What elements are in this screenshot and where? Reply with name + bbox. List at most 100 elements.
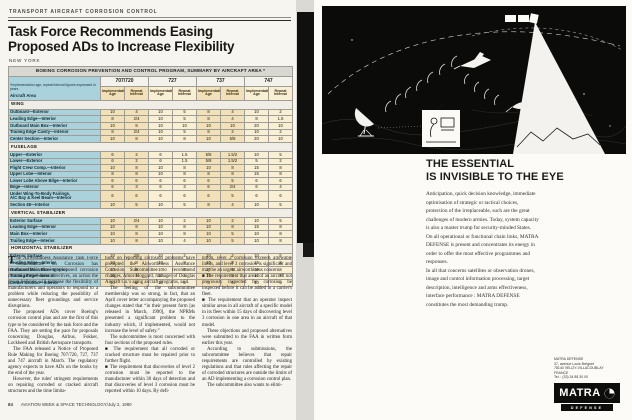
aircraft-area-label: Lower—Exterior xyxy=(8,157,101,166)
ad-address-line: FRANCE xyxy=(554,370,569,375)
table-cell-value: 10 xyxy=(148,135,173,143)
group-header-747: 747 xyxy=(244,76,293,88)
table-row: Center Section—Interior 10 5 10 5 8 4 10 5 xyxy=(8,279,293,287)
orbit-arc xyxy=(327,31,621,95)
table-cell-value: 6 xyxy=(100,190,125,203)
headline-line1: Task Force Recommends Easing xyxy=(8,24,213,39)
radar-dish-icon xyxy=(354,108,374,137)
table-cell-value: 8 xyxy=(196,170,221,179)
table-cell-value: 5 xyxy=(172,108,197,117)
table-cell-value: 8 xyxy=(268,164,293,172)
table-cell-value: 6 xyxy=(100,177,125,185)
table-row: Exterior Surface 10 2/5 10 2 10 2 10 5 xyxy=(8,252,293,261)
article-paragraph: The proposed ADs cover Boeing's corrosio… xyxy=(8,310,98,346)
ad-address-line: 37, avenue Louis Bréguet xyxy=(554,361,594,366)
table-cell-value: 5 xyxy=(172,115,197,123)
table-cell-value: 5 xyxy=(220,230,245,239)
table-cell-value: 8 xyxy=(196,201,221,210)
aircraft-area-label: Under Wing-To-Body Fairings, A/C Bay & K… xyxy=(8,190,101,203)
table-cell-value: 10 xyxy=(268,121,293,130)
ad-address-line: 78140 VELIZY-VILLACOUBLAY xyxy=(554,366,604,370)
table-row: Center Section—Interior 10 8 10 8 10 5/8 20 10 xyxy=(8,135,293,143)
missile-icon xyxy=(505,101,532,113)
table-cell-value: 10 xyxy=(100,230,125,239)
table-cell-value: 10 xyxy=(148,217,173,225)
table-section-bar: HORIZONTAL STABILIZER xyxy=(8,243,293,254)
table-section-bar: WING xyxy=(8,99,293,110)
table-cell-value: 15 xyxy=(244,223,269,232)
table-cell-value: 5 xyxy=(244,157,269,166)
ad-paragraph: In all that concerns satellites or obser… xyxy=(426,267,535,308)
ad-illustration xyxy=(321,6,627,154)
table-row: Trailing Edge Cavity—Interior 8 2/4 10 5 8 2 10… xyxy=(8,128,293,137)
article-paragraph: The subcommittee also wants to elimi- xyxy=(207,382,283,388)
table-cell-value: 10 xyxy=(244,150,269,159)
table-cell-value: 20 xyxy=(244,135,269,143)
ad-paragraph: On all operational or functional chain l… xyxy=(426,233,539,266)
table-section-bar: FUSELAGE xyxy=(8,141,293,152)
table-cell-value: 8 xyxy=(100,170,125,179)
table-cell-value: 10 xyxy=(100,164,125,172)
article-paragraph: The subcommittee is most concerned with … xyxy=(105,334,195,346)
table-cell-value: 1.5/2 xyxy=(220,150,245,159)
table-cell-value: 1.5 xyxy=(172,157,197,166)
table-cell-value: 6 xyxy=(196,183,221,192)
terrain-in-beam xyxy=(516,127,601,148)
aircraft-area-label: Outboard—Exterior xyxy=(8,108,101,117)
ad-body-copy: Anticipation, quick decision knowledge, … xyxy=(426,190,540,309)
article-column-1: The Airworthiness Assurance Task Force S… xyxy=(8,256,98,398)
subheader: Implementation Age xyxy=(196,86,221,101)
table-cell-value: 10 xyxy=(196,164,221,172)
section-kicker: TRANSPORT AIRCRAFT CORROSION CONTROL xyxy=(9,9,158,15)
table-cell-value: 10 xyxy=(148,115,173,123)
table-cell-value: 6 xyxy=(148,157,173,166)
table-cell-value: 10 xyxy=(244,201,269,210)
table-row: Main Box—Interior 10 8 10 8 10 5 10 8 xyxy=(8,230,293,239)
satellite-beam-cone xyxy=(513,22,605,154)
subheader: Repeat Interval xyxy=(220,86,245,101)
table-cell-value: 8 xyxy=(172,223,197,232)
table-cell-value: 2 xyxy=(268,128,293,137)
table-cell-value: 10 xyxy=(148,121,173,130)
table-cell-value: 8 xyxy=(244,115,269,123)
section-name: VERTICAL STABILIZER xyxy=(8,208,293,219)
table-cell-value: 6 xyxy=(244,190,269,203)
table-cell-value: 10 xyxy=(244,230,269,239)
table-cell-value: 2/4 xyxy=(124,217,149,225)
table-cell-value: 10 xyxy=(148,170,173,179)
table-cell-value: 5 xyxy=(172,201,197,210)
aircraft-area-label: Main Box—Interior xyxy=(8,230,101,239)
table-cell-value: 8 xyxy=(268,230,293,239)
aircraft-area-label: Leading Edge—Interior xyxy=(8,223,101,232)
row-header-label: Aircraft Area xyxy=(10,93,36,99)
table-cell-value: 10 xyxy=(196,230,221,239)
table-cell-value: 8 xyxy=(196,108,221,117)
table-cell-value: 8 xyxy=(100,128,125,137)
table-cell-value: 6 xyxy=(196,190,221,203)
bullet-paragraph: ■ The requirement that areas of an aircr… xyxy=(202,274,292,298)
table-row: Upper Lobe—Interior 8 8 10 8 8 8 15 8 xyxy=(8,170,293,179)
table-cell-value: 10 xyxy=(244,128,269,137)
table-cell-value: 3 xyxy=(172,183,197,192)
ad-paragraph: Anticipation, quick decision knowledge, … xyxy=(426,191,539,231)
table-row: Upper—Exterior 6 2 6 1.5 5/8 1.5/2 10 5 xyxy=(8,150,293,159)
table-cell-value: 2/4 xyxy=(124,128,149,137)
table-cell-value: 5/8 xyxy=(220,135,245,143)
aircraft-area-label: Exterior Surface xyxy=(8,217,101,225)
table-cell-value: 8 xyxy=(124,170,149,179)
table-cell-value: 1.5 xyxy=(268,115,293,123)
table-cell-value: 8 xyxy=(172,164,197,172)
table-cell-value: 6 xyxy=(172,177,197,185)
aircraft-area-label: Lower Lobe Above Bilge—Interior xyxy=(8,177,101,185)
table-cell-value: 6 xyxy=(100,183,125,192)
table-cell-value: 8 xyxy=(220,170,245,179)
ad-address-block: MATRA DEFENSE 37, avenue Louis Bréguet 781… xyxy=(554,357,624,380)
aircraft-area-label: Center Section—Interior xyxy=(8,135,101,143)
table-cell-value: 10 xyxy=(196,217,221,225)
table-cell-value: 10 xyxy=(148,223,173,232)
ad-page: THE ESSENTIAL IS INVISIBLE TO THE EYE An… xyxy=(314,0,632,420)
aircraft-area-label: Bilge—Interior xyxy=(8,183,101,192)
defense-network-illustration xyxy=(321,6,627,154)
page-number: 84 xyxy=(8,402,13,407)
